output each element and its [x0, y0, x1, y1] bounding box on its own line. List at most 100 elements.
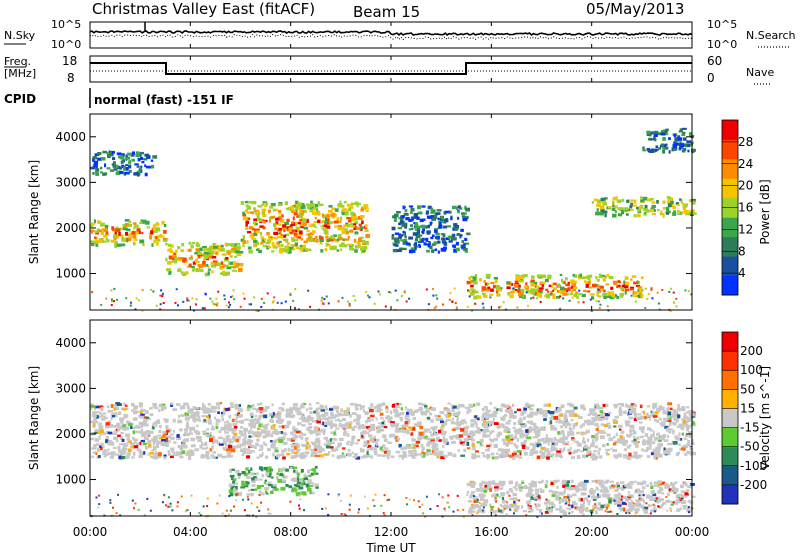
echo-cell — [323, 436, 328, 440]
echo-cell — [362, 409, 366, 413]
echo-cell — [416, 216, 420, 220]
echo-cell — [528, 426, 533, 431]
echo-cell — [383, 494, 386, 497]
echo-cell — [166, 435, 171, 439]
echo-cell — [598, 507, 603, 511]
echo-cell — [406, 408, 409, 413]
echo-cell — [200, 407, 204, 411]
echo-cell — [538, 289, 543, 292]
echo-cell — [250, 211, 255, 214]
echo-cell — [231, 247, 237, 251]
echo-cell — [138, 402, 143, 405]
echo-cell — [285, 468, 289, 472]
echo-cell — [475, 424, 478, 429]
echo-cell — [318, 427, 321, 431]
echo-cell — [466, 442, 470, 446]
echo-cell — [428, 224, 430, 229]
echo-cell — [424, 452, 429, 456]
echo-cell — [658, 440, 662, 443]
echo-cell — [213, 244, 217, 247]
echo-cell — [616, 487, 619, 491]
echo-cell — [579, 424, 583, 429]
echo-cell — [422, 435, 425, 439]
echo-cell — [272, 439, 278, 443]
echo-cell — [672, 410, 677, 414]
echo-cell — [592, 283, 597, 288]
echo-cell — [571, 409, 575, 413]
echo-cell — [291, 451, 295, 454]
echo-cell — [348, 302, 351, 305]
echo-cell — [538, 497, 542, 501]
echo-cell — [572, 493, 577, 497]
echo-cell — [95, 443, 100, 446]
echo-cell — [624, 208, 630, 211]
echo-cell — [363, 207, 369, 210]
echo-cell — [662, 434, 667, 438]
echo-cell — [115, 413, 118, 418]
echo-cell — [276, 301, 279, 304]
echo-cell — [503, 441, 507, 445]
echo-cell — [592, 419, 596, 423]
echo-cell — [556, 452, 562, 457]
echo-cell — [485, 417, 489, 420]
echo-cell — [344, 238, 350, 241]
echo-cell — [137, 508, 140, 511]
echo-cell — [117, 434, 121, 437]
echo-cell — [622, 443, 627, 446]
echo-cell — [516, 408, 522, 412]
echo-cell — [211, 256, 217, 259]
echo-cell — [167, 243, 172, 247]
echo-cell — [649, 149, 655, 153]
echo-cell — [294, 229, 298, 233]
echo-cell — [133, 445, 139, 449]
echo-cell — [139, 452, 143, 457]
echo-cell — [572, 500, 576, 504]
echo-cell — [409, 428, 412, 432]
echo-cell — [201, 264, 207, 268]
echo-cell — [426, 428, 431, 432]
echo-cell — [309, 490, 312, 495]
echo-cell — [229, 455, 234, 458]
echo-cell — [347, 448, 351, 452]
echo-cell — [270, 444, 276, 448]
echo-cell — [551, 494, 556, 497]
echo-cell — [619, 286, 623, 290]
echo-cell — [395, 402, 401, 406]
colorbar-segment — [722, 256, 738, 276]
echo-cell — [265, 490, 268, 494]
echo-cell — [461, 215, 466, 218]
echo-cell — [184, 271, 189, 275]
echo-cell — [92, 165, 96, 170]
echo-cell — [459, 420, 464, 425]
echo-cell — [529, 408, 534, 411]
echo-cell — [482, 433, 487, 438]
echo-cell — [460, 234, 463, 237]
echo-cell — [205, 450, 210, 455]
echo-cell — [280, 219, 285, 223]
echo-cell — [338, 203, 343, 207]
echo-cell — [309, 448, 315, 451]
echo-cell — [670, 287, 673, 290]
echo-cell — [662, 206, 667, 210]
echo-cell — [373, 406, 377, 410]
echo-cell — [168, 453, 172, 456]
echo-cell — [455, 435, 458, 440]
echo-cell — [102, 240, 107, 243]
echo-cell — [633, 404, 637, 408]
echo-cell — [105, 228, 108, 232]
echo-cell — [306, 417, 311, 421]
echo-cell — [332, 234, 337, 237]
echo-cell — [163, 240, 167, 243]
echo-cell — [566, 500, 570, 504]
echo-cell — [666, 206, 670, 211]
echo-cell — [661, 423, 666, 426]
echo-cell — [205, 415, 210, 419]
echo-cell — [577, 442, 582, 447]
echo-cell — [273, 223, 277, 228]
echo-cell — [300, 238, 303, 241]
echo-cell — [439, 430, 444, 435]
echo-cell — [139, 239, 145, 244]
echo-cell — [233, 432, 238, 436]
echo-cell — [594, 422, 599, 427]
echo-cell — [550, 444, 556, 449]
